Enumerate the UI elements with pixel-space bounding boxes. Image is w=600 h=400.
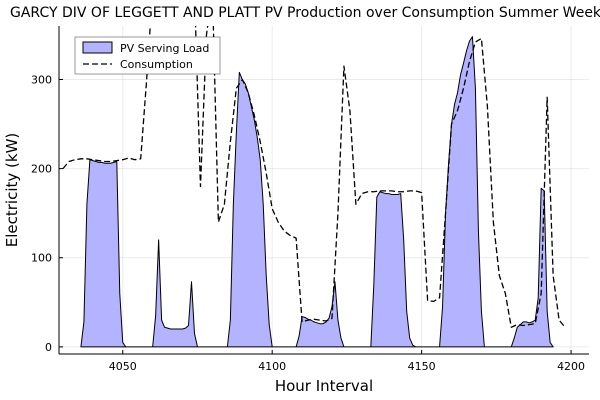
- legend: PV Serving Load Consumption: [74, 36, 221, 75]
- y-tick-label: 0: [45, 341, 52, 354]
- legend-label-pv-serving-load: PV Serving Load: [120, 42, 209, 55]
- chart-title: GARCY DIV OF LEGGETT AND PLATT PV Produc…: [10, 5, 600, 21]
- grid: [60, 26, 589, 354]
- consumption-line: [62, 26, 566, 328]
- x-tick-label: 4100: [258, 360, 286, 373]
- legend-swatch-pv-serving-load: [82, 41, 113, 54]
- y-axis-label: Electricity (kW): [3, 133, 21, 248]
- x-tick-label: 4050: [109, 360, 137, 373]
- series-layer: [62, 26, 566, 348]
- y-tick-label: 300: [31, 73, 52, 86]
- y-tick-label: 100: [31, 252, 52, 265]
- x-axis-label: Hour Interval: [275, 377, 373, 395]
- ticks: 4050 4100 4150 4200 0 100 200 300: [31, 73, 585, 373]
- y-tick-label: 200: [31, 163, 52, 176]
- x-tick-label: 4150: [408, 360, 436, 373]
- pv-serving-load-area: [80, 36, 554, 348]
- x-tick-label: 4200: [557, 360, 585, 373]
- legend-label-consumption: Consumption: [120, 58, 193, 71]
- axes: [58, 26, 589, 355]
